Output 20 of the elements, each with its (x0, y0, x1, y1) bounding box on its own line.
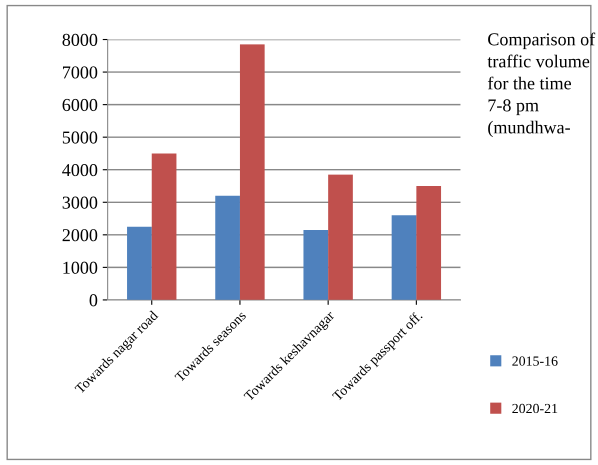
bar (392, 215, 416, 300)
bar (240, 44, 265, 300)
y-tick-label: 8000 (62, 34, 98, 46)
y-tick-label: 3000 (62, 196, 98, 209)
y-tick-label: 5000 (62, 131, 98, 144)
bar (416, 186, 442, 300)
bar (127, 226, 152, 300)
y-tick-label: 2000 (62, 229, 98, 242)
y-tick-label: 4000 (62, 164, 98, 176)
bar (303, 230, 328, 300)
y-tick-label: 0 (90, 294, 98, 306)
text: Comparison of traffic volume for the time 7-8 pm (mundhwa- (488, 32, 596, 138)
y-tick-label: 7000 (62, 66, 98, 79)
bar (152, 153, 176, 300)
bar (328, 174, 353, 300)
y-tick-label: 1000 (63, 262, 98, 274)
legend-label: 2015-16 (512, 356, 558, 366)
y-tick-label: 6000 (62, 98, 98, 112)
bar (215, 196, 240, 300)
legend-label: 2020-21 (512, 404, 558, 414)
